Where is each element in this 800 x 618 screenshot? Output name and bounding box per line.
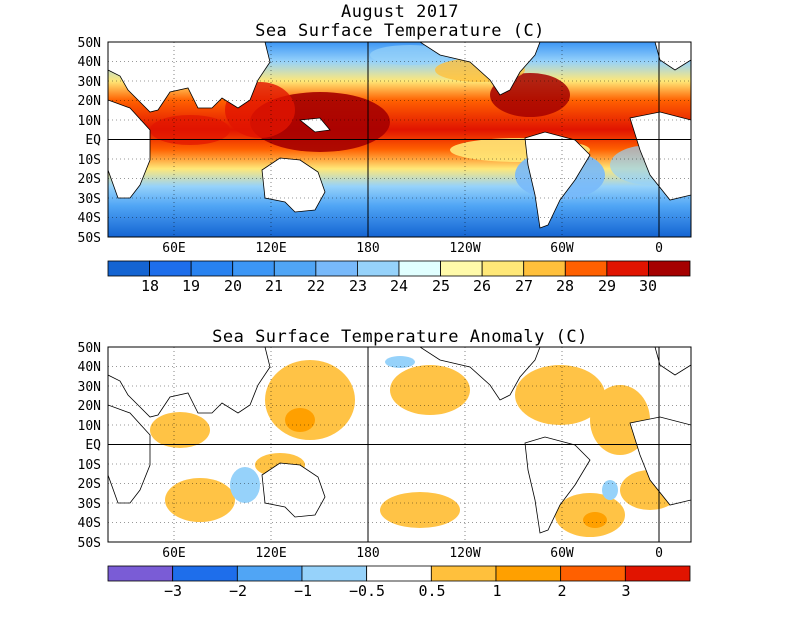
sst-colorbar-label: 23 [349,277,367,295]
anomaly-lat-label: 10S [78,458,101,473]
anomaly-colorbar-swatch [236,565,303,582]
sst-lon-label: 120W [449,241,480,256]
anomaly-lat-label: 50N [78,341,101,356]
anomaly-colorbar-swatch [495,565,562,582]
sst-colorbar-label: 21 [265,277,283,295]
sst-colorbar-swatch [440,260,483,277]
sst-colorbar-label: 19 [182,277,200,295]
sst-colorbar [107,260,691,277]
sst-colorbar-label: 28 [556,277,574,295]
sst-colorbar-label: 20 [224,277,242,295]
anomaly-lat-label: 40N [78,360,101,375]
anomaly-lat-label: 30S [78,497,101,512]
sst-lat-label: 20N [78,94,101,109]
map-date-title: August 2017 [340,2,460,22]
sst-lat-label: 30S [78,192,101,207]
anomaly-colorbar-swatch [172,565,238,582]
sst-lat-label: 40S [78,211,101,226]
anomaly-colorbar-swatch [624,565,691,582]
sst-colorbar-swatch [315,260,358,277]
sst-colorbar-swatch [107,260,150,277]
sst-colorbar-swatch [648,260,691,277]
sst-colorbar-label: 18 [141,277,159,295]
sst-colorbar-label: 22 [307,277,325,295]
sst-lat-label: EQ [85,133,101,148]
anomaly-lat-label: 20N [78,399,101,414]
anomaly-lon-label: 180 [356,546,379,561]
sst-colorbar-swatch [398,260,441,277]
anomaly-colorbar-label: 2 [557,582,566,600]
sst-colorbar-label: 26 [473,277,491,295]
sst-colorbar-label: 29 [598,277,616,295]
anomaly-lat-label: 40S [78,516,101,531]
anomaly-lat-label: 10N [78,419,101,434]
sst-lat-label: 50N [78,36,101,51]
sst-colorbar-label: 30 [639,277,657,295]
anomaly-lon-label: 60W [550,546,574,561]
sst-lat-label: 10S [78,153,101,168]
anomaly-map [107,346,692,543]
sst-lat-label: 10N [78,114,101,129]
anomaly-title: Sea Surface Temperature Anomaly (C) [212,327,588,347]
sst-colorbar-swatch [523,260,566,277]
sst-lon-label: 180 [356,241,379,256]
anomaly-colorbar [107,565,691,582]
anomaly-lon-label: 0 [655,546,663,561]
sst-land [108,42,691,229]
anomaly-colorbar-swatch [107,565,174,582]
anomaly-colorbar-label: 3 [621,582,630,600]
sst-lon-label: 0 [655,241,663,256]
sst-colorbar-label: 27 [515,277,533,295]
anomaly-lon-label: 60E [162,546,185,561]
anomaly-colorbar-swatch [560,565,626,582]
sst-lon-label: 60W [550,241,574,256]
sst-colorbar-swatch [606,260,649,277]
sst-colorbar-swatch [190,260,234,277]
anomaly-lon-label: 120E [255,546,286,561]
anomaly-colorbar-swatch [301,565,368,582]
anomaly-colorbar-swatch [430,565,497,582]
anomaly-lat-label: 20S [78,477,101,492]
sst-map [107,41,692,238]
anomaly-colorbar-label: −0.5 [349,582,385,600]
sst-colorbar-label: 25 [432,277,450,295]
anomaly-colorbar-label: −2 [229,582,247,600]
anomaly-colorbar-label: 1 [492,582,501,600]
sst-colorbar-swatch [273,260,317,277]
anomaly-colorbar-label: 0.5 [418,582,445,600]
anomaly-lon-label: 120W [449,546,480,561]
sst-colorbar-label: 24 [390,277,408,295]
anomaly-colorbar-swatch [366,565,432,582]
anomaly-lat-label: 30N [78,380,101,395]
sst-title: Sea Surface Temperature (C) [255,21,545,41]
sst-lat-label: 30N [78,75,101,90]
sst-lat-label: 50S [78,231,101,246]
anomaly-lat-label: 50S [78,536,101,551]
sst-lat-label: 20S [78,172,101,187]
sst-colorbar-swatch [232,260,275,277]
sst-lon-label: 120E [255,241,286,256]
sst-colorbar-swatch [564,260,608,277]
sst-colorbar-swatch [481,260,525,277]
anomaly-colorbar-label: −1 [294,582,312,600]
sst-lat-label: 40N [78,55,101,70]
sst-colorbar-swatch [357,260,400,277]
anomaly-colorbar-label: −3 [164,582,182,600]
anomaly-lat-label: EQ [85,438,101,453]
sst-lon-label: 60E [162,241,185,256]
sst-colorbar-swatch [149,260,192,277]
anomaly-land [108,347,691,534]
